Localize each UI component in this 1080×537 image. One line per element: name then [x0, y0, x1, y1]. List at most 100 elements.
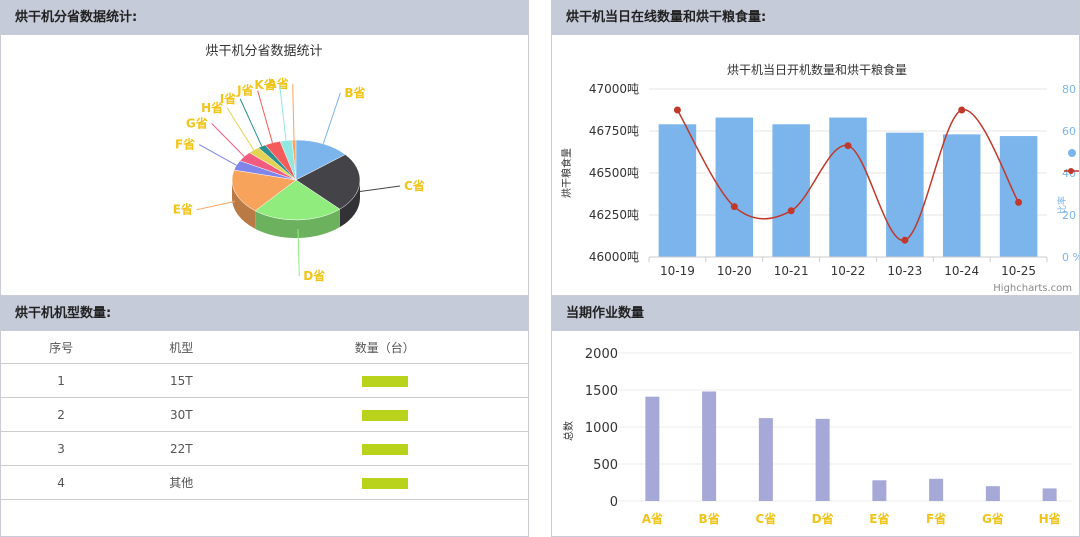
pie-slice[interactable]	[295, 139, 346, 181]
row-index: 4	[1, 465, 122, 500]
x-tick-label: 10-25	[1001, 264, 1036, 278]
y2-tick-label: 80 %	[1062, 83, 1079, 96]
bar[interactable]	[758, 418, 773, 501]
quantity-bar	[361, 375, 408, 387]
y-tick-label: 46500吨	[589, 166, 639, 180]
quantity-bar	[361, 477, 408, 489]
y-tick-label: 1000	[585, 421, 618, 436]
bar[interactable]	[658, 124, 697, 257]
table-row: 2 30T	[1, 397, 528, 432]
pie-slice[interactable]	[231, 169, 297, 212]
rate-point[interactable]	[1015, 198, 1023, 206]
pie-label: F省	[175, 137, 195, 152]
model-table: 序号 机型 数量（台） 1 15T 2 30T 3 22T 4	[1, 331, 528, 500]
y-tick-label: 47000吨	[589, 82, 639, 96]
column-header: 机型	[121, 331, 242, 364]
y-tick-label: 0	[610, 495, 618, 510]
pie-connector	[211, 123, 245, 157]
pie-slice[interactable]	[279, 139, 297, 181]
row-model: 15T	[121, 363, 242, 398]
x-tick-label: E省	[869, 511, 889, 526]
y-tick-label: 46250吨	[589, 208, 639, 222]
row-model: 30T	[121, 397, 242, 432]
bar[interactable]	[872, 480, 887, 501]
y2-tick-label: 60 %	[1062, 125, 1079, 138]
bar[interactable]	[999, 136, 1038, 257]
y-tick-label: 46750吨	[589, 124, 639, 138]
y-tick-label: 500	[593, 458, 618, 473]
y2-axis-title: 比率	[1056, 196, 1068, 214]
panel-header: 烘干机当日在线数量和烘干粮食量:	[552, 1, 1079, 35]
x-tick-label: G省	[982, 511, 1004, 526]
pie-label: A省	[267, 76, 288, 91]
pie-connector	[239, 98, 263, 147]
legend-marker-bar[interactable]	[1068, 149, 1076, 157]
quantity-bar	[361, 443, 408, 455]
current-jobs-panel: 当期作业数量 0 500 1000 1500 2000 总数 A省 B省 C省 D省 E省 F省 G省 H…	[551, 296, 1080, 537]
x-tick-label: C省	[755, 511, 776, 526]
bar[interactable]	[1042, 488, 1057, 501]
pie-label: E省	[173, 202, 193, 217]
x-tick-label: H省	[1039, 511, 1061, 526]
y-tick-label: 2000	[585, 347, 618, 362]
bar[interactable]	[985, 486, 1000, 501]
province-stats-panel: 烘干机分省数据统计: 烘干机分省数据统计 A省 B省 C省 D省 E省 F省 G省 H省 I省 J…	[0, 0, 529, 296]
row-model: 22T	[121, 431, 242, 466]
bar[interactable]	[829, 117, 867, 257]
chart-title: 烘干机当日开机数量和烘干粮食量	[727, 62, 907, 77]
pie-slice[interactable]	[295, 154, 361, 210]
pie-label: B省	[344, 85, 365, 100]
rate-point[interactable]	[673, 106, 681, 114]
rate-point[interactable]	[730, 203, 738, 211]
pie-slice[interactable]	[254, 179, 341, 221]
x-tick-label: B省	[699, 511, 720, 526]
pie-connector	[297, 228, 300, 277]
pie-slice-side	[339, 180, 361, 228]
panel-gutter	[530, 0, 552, 537]
pie-label: J省	[236, 83, 253, 98]
current-jobs-chart: 0 500 1000 1500 2000 总数 A省 B省 C省 D省 E省 F省 G省 H省	[562, 347, 1072, 526]
pie-label: K省	[254, 77, 275, 92]
y2-tick-label: 0 %	[1062, 251, 1079, 264]
quantity-bar	[361, 409, 408, 421]
pie-connector	[226, 107, 255, 151]
rate-point[interactable]	[787, 207, 795, 215]
rate-point[interactable]	[844, 142, 852, 150]
bar[interactable]	[715, 117, 754, 257]
bar[interactable]	[702, 391, 717, 501]
pie-label: G省	[186, 116, 208, 131]
bar[interactable]	[645, 396, 660, 501]
rate-point[interactable]	[958, 106, 966, 114]
panel-header: 烘干机机型数量:	[1, 297, 528, 331]
legend-marker-dot	[1068, 168, 1074, 174]
bar[interactable]	[929, 478, 944, 501]
x-tick-label: 10-23	[887, 264, 922, 278]
pie-connector	[292, 83, 295, 141]
pie-label: H省	[201, 100, 223, 115]
bar[interactable]	[815, 418, 830, 501]
bar[interactable]	[886, 132, 924, 257]
bar[interactable]	[942, 134, 981, 257]
x-tick-label: A省	[642, 511, 663, 526]
x-tick-label: D省	[812, 511, 834, 526]
pie-slice-side	[232, 180, 256, 229]
panel-header: 烘干机分省数据统计:	[1, 1, 528, 35]
pie-slice-side	[255, 209, 340, 239]
table-row: 3 22T	[1, 431, 528, 466]
highcharts-credit: Highcharts.com	[993, 283, 1072, 294]
pie-connector	[322, 92, 341, 144]
x-tick-label: 10-19	[660, 264, 695, 278]
pie-connector	[359, 185, 401, 193]
bar[interactable]	[772, 124, 810, 257]
y-axis-title: 总数	[562, 421, 575, 441]
y2-tick-label: 20 %	[1062, 209, 1079, 222]
rate-point[interactable]	[901, 236, 909, 244]
chart-title: 烘干机分省数据统计	[205, 44, 322, 59]
panel-header: 当期作业数量	[552, 297, 1079, 331]
row-model: 其他	[121, 465, 242, 500]
x-tick-label: 10-22	[831, 264, 866, 278]
pie-connector	[257, 90, 273, 143]
column-header: 数量（台）	[241, 331, 528, 364]
table-row: 4 其他	[1, 465, 528, 500]
pie-label: D省	[303, 268, 325, 283]
